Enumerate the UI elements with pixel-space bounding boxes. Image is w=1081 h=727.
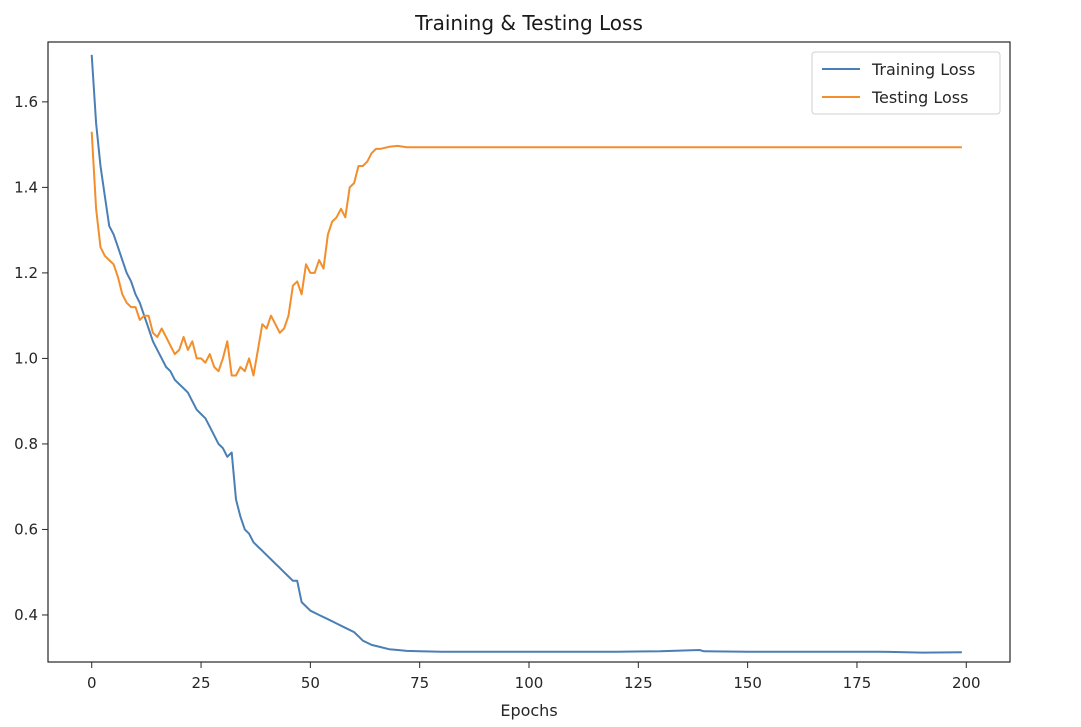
legend: Training Loss Testing Loss xyxy=(811,51,1001,115)
x-tick-label: 25 xyxy=(191,674,210,692)
y-tick-label: 0.6 xyxy=(14,520,38,538)
x-tick-label: 125 xyxy=(624,674,653,692)
y-tick-label: 0.4 xyxy=(14,606,38,624)
plot-frame xyxy=(47,41,1011,663)
series-line-testing-loss xyxy=(90,131,962,377)
legend-label: Training Loss xyxy=(871,60,975,79)
x-tick-label: 50 xyxy=(301,674,320,692)
y-tick-label: 1.2 xyxy=(14,264,38,282)
x-tick-label: 200 xyxy=(952,674,981,692)
plot-area xyxy=(47,41,1011,663)
y-tick-label: 0.8 xyxy=(14,435,38,453)
x-tick-label: 75 xyxy=(410,674,429,692)
x-axis: 0 25 50 75 100 125 150 175 200 xyxy=(87,662,981,692)
y-axis: 0.4 0.6 0.8 1.0 1.2 1.4 1.6 xyxy=(14,93,48,624)
x-tick-label: 0 xyxy=(87,674,97,692)
x-tick-label: 150 xyxy=(733,674,762,692)
legend-label: Testing Loss xyxy=(871,88,968,107)
x-tick-label: 175 xyxy=(843,674,872,692)
y-tick-label: 1.6 xyxy=(14,93,38,111)
x-tick-label: 100 xyxy=(515,674,544,692)
y-tick-label: 1.4 xyxy=(14,178,38,196)
y-tick-label: 1.0 xyxy=(14,349,38,367)
chart-title: Training & Testing Loss xyxy=(414,11,643,35)
series-line-training-loss xyxy=(90,54,962,654)
x-axis-label: Epochs xyxy=(500,701,557,720)
legend-box xyxy=(811,51,1001,115)
series-layer xyxy=(90,54,962,654)
